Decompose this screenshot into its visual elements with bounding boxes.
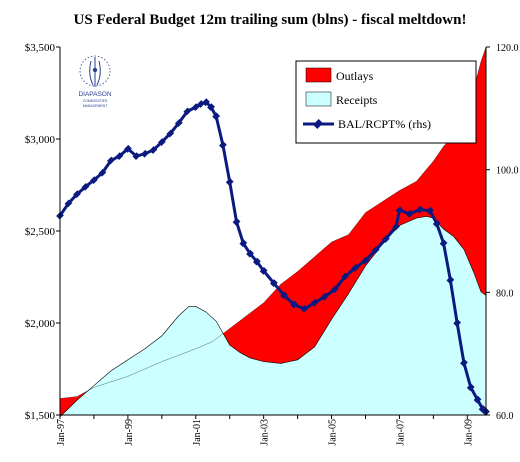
legend-ratio-label: BAL/RCPT% (rhs) (338, 117, 431, 131)
x-tick-label: Jan-05 (328, 419, 339, 446)
y2-tick-label: 120.0 (496, 43, 519, 54)
ratio-point (252, 257, 261, 266)
y2-axis-ticks: 60.0 80.0 100.0 120.0 (486, 43, 519, 422)
y2-tick-label: 80.0 (496, 288, 514, 299)
x-tick-label: Jan-07 (395, 419, 406, 446)
legend-receipts-swatch (305, 91, 332, 107)
ratio-point (246, 249, 254, 258)
ratio-point (259, 266, 268, 275)
ratio-point (239, 239, 248, 248)
ratio-point (174, 119, 183, 127)
ratio-point (132, 152, 141, 161)
ratio-point (310, 298, 319, 307)
ratio-point (466, 383, 475, 392)
receipts-area (59, 215, 487, 418)
ratio-point (149, 146, 158, 154)
ratio-point (191, 103, 200, 111)
y-axis-ticks: $1,500 $2,000 $2,500 $3,000 $3,500 (25, 42, 60, 422)
axes: $1,500 $2,000 $2,500 $3,000 $3,500 60.0 80.0 1… (25, 42, 519, 446)
ratio-point (405, 209, 414, 218)
ratio-point (351, 263, 360, 272)
ratio-point (381, 235, 390, 243)
svg-text:MANAGEMENT: MANAGEMENT (83, 104, 107, 108)
ratio-point (107, 156, 115, 165)
legend-outlays-swatch (305, 67, 332, 83)
ratio-point (202, 98, 210, 107)
ratio-point (478, 404, 487, 413)
legend-outlays-label: Outlays (336, 69, 374, 83)
ratio-point (207, 103, 215, 111)
legend: Outlays Receipts BAL/RCPT% (rhs) (295, 60, 477, 144)
bal-rcpt-markers (56, 98, 490, 416)
ratio-point (219, 141, 227, 150)
ratio-point (166, 129, 175, 138)
x-tick-label: Jan-09 (463, 419, 474, 446)
y-tick-label: $2,500 (25, 226, 56, 238)
legend-ratio-marker (313, 119, 323, 129)
ratio-point (415, 205, 424, 214)
x-tick-label: Jan-01 (192, 419, 203, 446)
ratio-point (212, 112, 221, 121)
ratio-point (98, 168, 107, 177)
legend-receipts-label: Receipts (336, 93, 378, 107)
ratio-point (473, 395, 482, 404)
ratio-point (439, 239, 448, 248)
x-tick-label: Jan-03 (260, 419, 271, 446)
ratio-point (460, 358, 468, 367)
ratio-point (331, 285, 339, 294)
y2-tick-label: 60.0 (496, 411, 514, 422)
y-tick-label: $2,000 (25, 318, 56, 330)
ratio-point (73, 190, 81, 199)
ratio-point (392, 222, 400, 231)
ratio-point (280, 291, 288, 300)
svg-text:DIAPASON: DIAPASON (78, 91, 111, 98)
ratio-point (269, 279, 278, 288)
ratio-point (361, 256, 370, 265)
ratio-point (123, 144, 132, 153)
ratio-point (290, 300, 299, 309)
ratio-point (426, 206, 434, 215)
ratio-point (446, 276, 455, 284)
ratio-point (183, 107, 192, 116)
ratio-point (81, 182, 90, 191)
diapason-logo: DIAPASON COMMODITIES MANAGEMENT (78, 55, 112, 108)
x-tick-label: Jan-97 (56, 419, 67, 446)
ratio-point (140, 149, 149, 158)
chart-title: US Federal Budget 12m trailing sum (blns… (74, 12, 467, 28)
ratio-point (90, 176, 98, 184)
ratio-point (320, 292, 329, 301)
ratio-point (371, 246, 380, 254)
ratio-point (157, 138, 166, 146)
ratio-point (225, 178, 234, 186)
ratio-point (341, 272, 350, 281)
y-tick-label: $3,500 (25, 42, 56, 54)
y-tick-label: $1,500 (25, 410, 56, 422)
ratio-point (64, 199, 73, 208)
y2-tick-label: 100.0 (496, 166, 519, 177)
svg-text:COMMODITIES: COMMODITIES (83, 99, 108, 103)
x-axis-ticks: Jan-97 Jan-99 Jan-01 Jan-03 Jan-05 Jan-07 Jan-… (56, 415, 474, 446)
ratio-point (395, 206, 404, 215)
x-tick-label: Jan-99 (124, 419, 135, 446)
ratio-point (453, 319, 462, 327)
ratio-point (300, 305, 309, 313)
ratio-point (232, 217, 241, 226)
y-tick-label: $3,000 (25, 134, 56, 146)
ratio-point (432, 219, 441, 228)
ratio-point (115, 152, 124, 161)
